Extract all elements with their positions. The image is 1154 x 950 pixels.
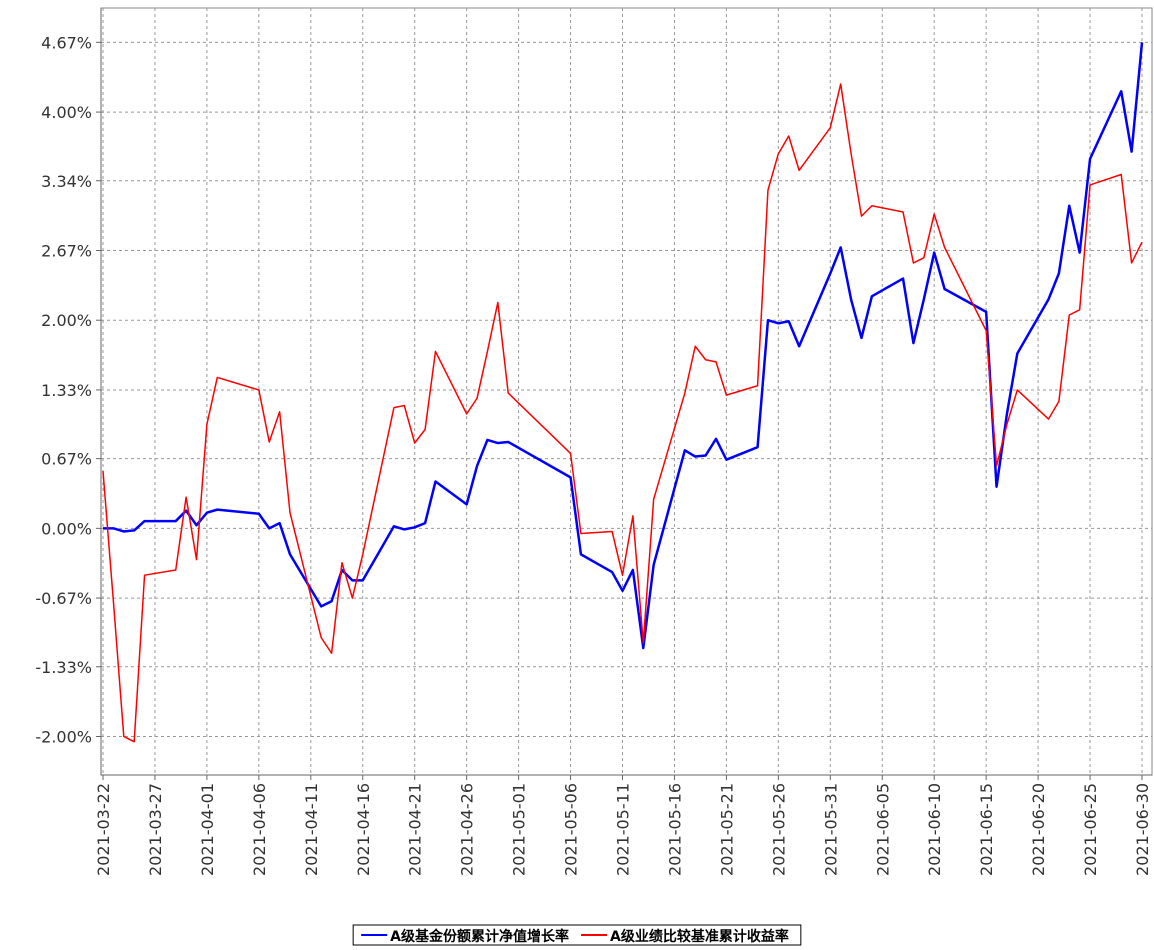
x-tick-label: 2021-05-21 xyxy=(717,783,736,876)
x-tick-label: 2021-06-10 xyxy=(925,783,944,876)
y-tick-label: -0.67% xyxy=(35,589,92,608)
x-tick-label: 2021-04-06 xyxy=(250,783,269,876)
x-tick-label: 2021-05-11 xyxy=(614,783,633,876)
x-tick-label: 2021-03-27 xyxy=(146,783,165,876)
y-tick-label: 3.34% xyxy=(41,172,92,191)
x-tick-label: 2021-04-16 xyxy=(354,783,373,876)
y-tick-label: -1.33% xyxy=(35,658,92,677)
x-tick-label: 2021-04-21 xyxy=(406,783,425,876)
y-tick-label: 4.67% xyxy=(41,33,92,52)
x-tick-label: 2021-06-30 xyxy=(1133,783,1152,876)
x-tick-label: 2021-03-22 xyxy=(94,783,113,876)
series-line xyxy=(102,83,1143,743)
legend-label: A级基金份额累计净值增长率 xyxy=(390,928,569,945)
y-tick-label: 2.67% xyxy=(41,241,92,260)
plot-frame xyxy=(100,7,1153,776)
x-tick-label: 2021-05-16 xyxy=(665,783,684,876)
series-line xyxy=(103,42,1144,650)
x-tick-label: 2021-06-05 xyxy=(873,783,892,876)
legend-box xyxy=(352,924,802,946)
x-tick-label: 2021-04-01 xyxy=(198,783,217,876)
legend: A级基金份额累计净值增长率 A级业绩比较基准累计收益率 xyxy=(352,924,802,946)
y-tick-label: -2.00% xyxy=(35,727,92,746)
legend-label: A级业绩比较基准累计收益率 xyxy=(610,928,789,945)
y-tick-label: 0.67% xyxy=(41,450,92,469)
x-tick-label: 2021-05-01 xyxy=(510,783,529,876)
y-tick-label: 4.00% xyxy=(41,103,92,122)
x-tick-label: 2021-04-26 xyxy=(458,783,477,876)
x-tick-label: 2021-06-20 xyxy=(1029,783,1048,876)
x-tick-label: 2021-05-06 xyxy=(562,783,581,876)
y-tick-label: 2.00% xyxy=(41,311,92,330)
y-tick-label: 0.00% xyxy=(41,519,92,538)
x-tick-label: 2021-05-26 xyxy=(769,783,788,876)
y-tick-label: 1.33% xyxy=(41,381,92,400)
x-tick-label: 2021-04-11 xyxy=(302,783,321,876)
x-tick-label: 2021-06-15 xyxy=(977,783,996,876)
x-tick-label: 2021-06-25 xyxy=(1081,783,1100,876)
x-tick-label: 2021-05-31 xyxy=(821,783,840,876)
